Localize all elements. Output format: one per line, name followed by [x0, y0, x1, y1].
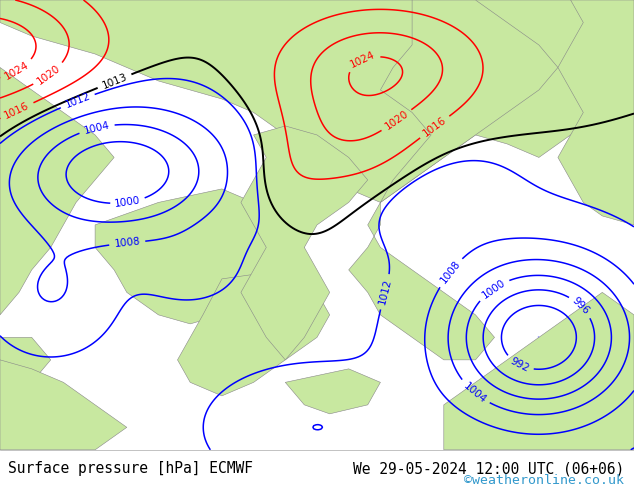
Text: 1000: 1000 [113, 196, 141, 209]
Text: ©weatheronline.co.uk: ©weatheronline.co.uk [465, 474, 624, 487]
Text: 1020: 1020 [36, 63, 62, 87]
Text: 1024: 1024 [349, 50, 377, 70]
Text: 1004: 1004 [462, 380, 488, 405]
Text: 1016: 1016 [3, 100, 31, 121]
Text: 1024: 1024 [3, 59, 31, 81]
Text: 1020: 1020 [383, 109, 410, 132]
Text: 1000: 1000 [480, 277, 507, 300]
Text: Surface pressure [hPa] ECMWF: Surface pressure [hPa] ECMWF [8, 461, 252, 476]
Text: 1004: 1004 [83, 120, 111, 136]
Text: We 29-05-2024 12:00 UTC (06+06): We 29-05-2024 12:00 UTC (06+06) [353, 461, 624, 476]
Text: 1008: 1008 [113, 237, 141, 249]
Text: 996: 996 [571, 296, 592, 317]
Text: 1012: 1012 [377, 278, 393, 306]
Text: 992: 992 [508, 356, 531, 374]
Text: 1008: 1008 [438, 259, 462, 286]
Text: 1012: 1012 [63, 91, 92, 110]
Text: 1016: 1016 [421, 115, 448, 139]
Text: 1013: 1013 [100, 72, 129, 91]
